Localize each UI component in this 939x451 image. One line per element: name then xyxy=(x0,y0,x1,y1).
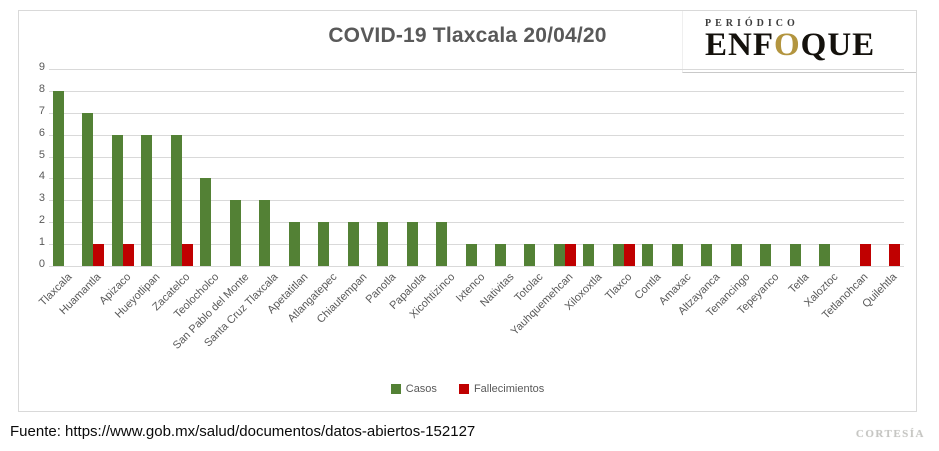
y-tick-label: 6 xyxy=(38,126,45,139)
casos-bar xyxy=(730,244,742,266)
casos-bar xyxy=(642,244,654,266)
legend-swatch xyxy=(390,384,401,394)
courtesy-watermark: CORTESÍA xyxy=(855,428,925,440)
logo-name: ENFOQUE xyxy=(705,27,916,63)
casos-bar xyxy=(553,244,565,266)
fallecimientos-bar xyxy=(564,244,576,266)
casos-bar xyxy=(259,200,271,266)
y-tick-label: 1 xyxy=(38,236,45,249)
casos-bar xyxy=(524,244,536,266)
casos-bar xyxy=(465,244,477,266)
casos-bar xyxy=(612,244,624,266)
y-tick-label: 0 xyxy=(38,258,45,270)
source-line: Fuente: https://www.gob.mx/salud/documen… xyxy=(10,423,476,440)
gridline xyxy=(49,90,904,92)
casos-bar xyxy=(200,178,212,266)
casos-bar xyxy=(583,244,595,266)
casos-bar xyxy=(789,244,801,266)
casos-bar xyxy=(141,134,153,266)
casos-bar xyxy=(494,244,506,266)
y-tick-label: 8 xyxy=(38,82,45,95)
periodico-enfoque-logo: PERIÓDICO ENFOQUE xyxy=(682,11,916,73)
logo-name-suffix: QUE xyxy=(800,27,876,63)
gridline xyxy=(49,266,904,267)
casos-bar xyxy=(436,222,448,266)
gridline xyxy=(49,200,904,202)
y-tick-label: 2 xyxy=(38,214,45,227)
chart-container: COVID-19 Tlaxcala 20/04/20 PERIÓDICO ENF… xyxy=(18,10,917,412)
y-tick-label: 4 xyxy=(38,170,45,183)
fallecimientos-bar xyxy=(859,244,871,266)
legend: Casos Fallecimientos xyxy=(19,383,916,395)
fallecimientos-bar xyxy=(623,244,635,266)
casos-bar xyxy=(229,200,241,266)
gridline xyxy=(49,69,904,70)
legend-label: Fallecimientos xyxy=(473,383,545,395)
plot-area: Tlaxcala Huamantla Apizaco Hueyotlipan Zacat… xyxy=(37,69,904,352)
gridline xyxy=(49,222,904,224)
casos-bar xyxy=(52,90,64,266)
legend-item-fallecimientos: Fallecimientos xyxy=(458,383,545,395)
gridline xyxy=(49,244,904,246)
fallecimientos-bar xyxy=(93,244,105,266)
gridline xyxy=(49,134,904,136)
y-tick-label: 5 xyxy=(38,148,45,161)
y-tick-label: 7 xyxy=(38,104,45,117)
casos-bar xyxy=(701,244,713,266)
y-tick-label: 3 xyxy=(38,192,45,205)
casos-bar xyxy=(318,222,330,266)
chart-title: COVID-19 Tlaxcala 20/04/20 xyxy=(328,24,607,47)
fallecimientos-bar xyxy=(122,244,134,266)
logo-name-accent: O xyxy=(774,27,801,63)
casos-bar xyxy=(111,134,123,266)
fallecimientos-bar xyxy=(889,244,901,266)
gridline xyxy=(49,112,904,114)
fallecimientos-bar xyxy=(181,244,193,266)
casos-bar xyxy=(288,222,300,266)
casos-bar xyxy=(760,244,772,266)
casos-bar xyxy=(406,222,418,266)
gridline xyxy=(49,156,904,158)
casos-bar xyxy=(347,222,359,266)
logo-name-prefix: ENF xyxy=(705,27,774,63)
gridline xyxy=(49,178,904,180)
casos-bar xyxy=(170,134,182,266)
logo-kicker: PERIÓDICO xyxy=(705,18,799,29)
y-tick-label: 9 xyxy=(38,61,45,73)
y-axis: 0 1 2 3 4 5 6 7 8 9 xyxy=(23,61,45,270)
casos-bar xyxy=(82,112,94,266)
legend-swatch xyxy=(458,384,469,394)
casos-bar xyxy=(377,222,389,266)
legend-label: Casos xyxy=(405,383,437,395)
legend-item-casos: Casos xyxy=(390,383,437,395)
casos-bar xyxy=(819,244,831,266)
casos-bar xyxy=(671,244,683,266)
